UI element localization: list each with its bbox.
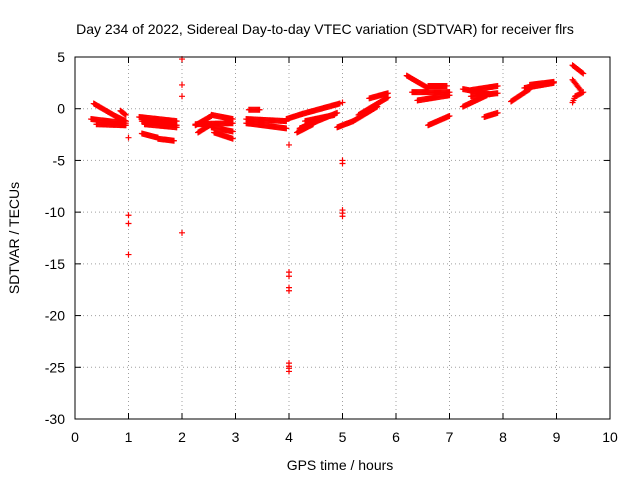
data-point <box>446 112 453 119</box>
data-point <box>173 124 180 131</box>
data-point <box>579 69 586 76</box>
outlier-point <box>286 287 292 294</box>
data-point <box>443 82 450 89</box>
outlier-point <box>179 229 185 236</box>
x-tick-label: 0 <box>71 429 79 445</box>
y-tick-label: -5 <box>53 152 66 168</box>
data-point <box>122 122 129 129</box>
data-series <box>88 56 587 375</box>
plot-frame <box>74 56 611 420</box>
data-point <box>336 100 343 107</box>
outlier-point <box>125 220 132 227</box>
outlier-point <box>339 99 346 106</box>
outlier-point <box>125 134 132 141</box>
x-tick-label: 3 <box>232 429 240 445</box>
y-tick-label: -20 <box>45 308 65 324</box>
y-tick-label: -25 <box>45 359 65 375</box>
data-point <box>170 137 177 144</box>
y-tick-label: -10 <box>45 204 65 220</box>
data-point <box>229 116 236 123</box>
x-tick-label: 7 <box>446 429 454 445</box>
data-point <box>283 125 290 132</box>
data-point <box>229 135 236 142</box>
y-tick-label: -15 <box>45 256 65 272</box>
data-point <box>494 90 501 97</box>
x-tick-label: 4 <box>285 429 293 445</box>
grid-lines <box>75 57 610 419</box>
x-tick-label: 9 <box>553 429 561 445</box>
data-point <box>122 111 129 118</box>
y-tick-label: -30 <box>45 411 65 427</box>
x-axis-label: GPS time / hours <box>287 457 394 473</box>
outlier-point <box>179 93 185 100</box>
outlier-point <box>286 273 292 280</box>
x-tick-label: 8 <box>499 429 507 445</box>
outlier-point <box>179 81 185 88</box>
x-tick-label: 5 <box>339 429 347 445</box>
data-point <box>494 109 501 116</box>
outlier-point <box>339 160 346 167</box>
outlier-point <box>125 212 132 219</box>
data-point <box>229 128 236 135</box>
x-tick-label: 10 <box>602 429 618 445</box>
y-tick-label: 5 <box>57 49 65 65</box>
data-point <box>256 106 263 113</box>
x-tick-label: 6 <box>392 429 400 445</box>
data-point <box>331 111 338 118</box>
data-point <box>576 85 583 92</box>
x-tick-label: 2 <box>178 429 186 445</box>
outlier-point <box>339 213 346 220</box>
chart-title: Day 234 of 2022, Sidereal Day-to-day VTE… <box>76 21 574 37</box>
data-point <box>494 82 501 89</box>
data-point <box>446 92 453 99</box>
data-point <box>580 70 587 77</box>
y-axis-label: SDTVAR / TECUs <box>6 182 22 294</box>
y-tick-label: 0 <box>57 101 65 117</box>
data-point <box>580 89 587 96</box>
outlier-point <box>286 368 292 375</box>
data-point <box>572 93 579 100</box>
outlier-point <box>125 251 132 258</box>
data-point <box>121 111 128 118</box>
data-point <box>550 78 557 85</box>
x-tick-label: 1 <box>125 429 133 445</box>
outlier-point <box>286 141 292 148</box>
data-point <box>384 90 391 97</box>
